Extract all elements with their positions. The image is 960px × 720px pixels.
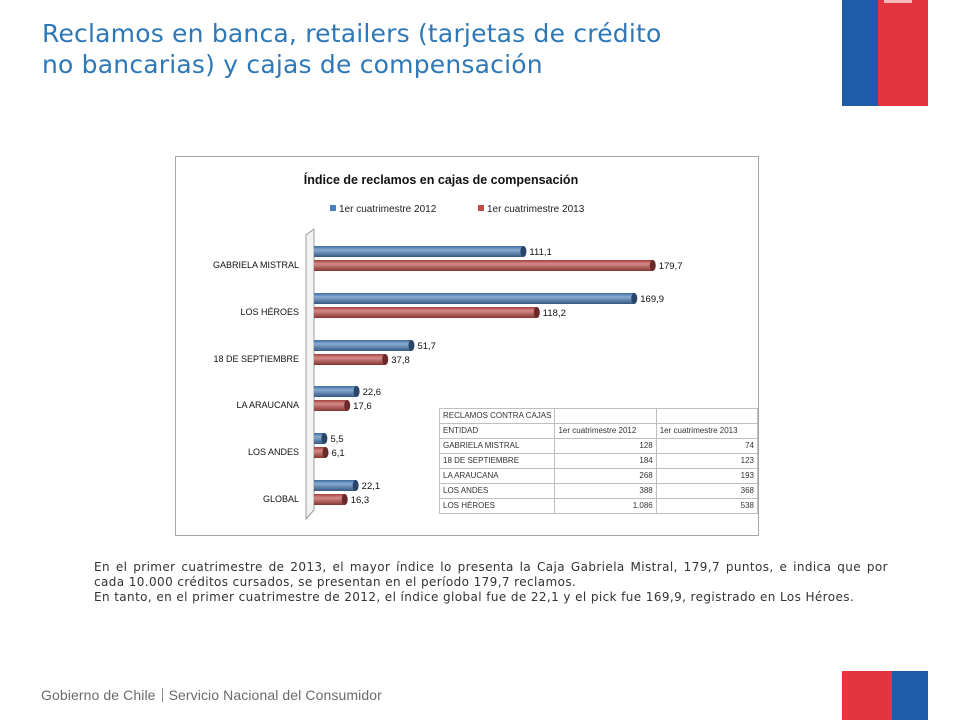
bar-cap <box>353 386 360 397</box>
bar <box>314 307 537 318</box>
table-row: 18 DE SEPTIEMBRE 184 123 <box>438 453 759 469</box>
bar <box>314 260 653 271</box>
table-header-2013: 1er cuatrimestre 2013 <box>655 423 759 439</box>
bar <box>314 433 325 444</box>
data-label: 16,3 <box>351 495 370 506</box>
data-label: 5,5 <box>330 434 343 445</box>
bar <box>314 354 386 365</box>
chart-title: Índice de reclamos en cajas de compensac… <box>304 172 578 187</box>
category-label: GABRIELA MISTRAL <box>213 260 299 270</box>
bar-cap <box>344 400 351 411</box>
title-line-1: Reclamos en banca, retailers (tarjetas d… <box>42 19 662 48</box>
footer-government: Gobierno de Chile <box>41 687 156 703</box>
footer-service: Servicio Nacional del Consumidor <box>168 687 382 703</box>
bar-chart: Índice de reclamos en cajas de compensac… <box>213 172 683 521</box>
category-label: LOS ANDES <box>248 447 299 457</box>
footer-logo: Gobierno de Chile Servicio Nacional del C… <box>41 687 382 703</box>
bar <box>314 246 524 257</box>
data-label: 37,8 <box>391 355 410 366</box>
bar <box>314 447 326 458</box>
bar-cap <box>408 340 415 351</box>
table-cell-value: 184 <box>554 453 657 469</box>
category-label: GLOBAL <box>263 494 299 504</box>
category-label: LA ARAUCANA <box>236 400 299 410</box>
table-header-entity: ENTIDAD <box>438 423 556 439</box>
table-cell-value: 193 <box>655 468 759 484</box>
data-label: 22,6 <box>363 387 382 398</box>
table-row: LOS ANDES 388 368 <box>438 483 759 499</box>
table-title-row: RECLAMOS CONTRA CAJAS <box>438 408 759 424</box>
table-cell-entity: LOS ANDES <box>438 483 556 499</box>
table-cell-entity: LOS HÉROES <box>438 498 556 514</box>
footer-flag-blue <box>892 671 928 720</box>
body-text: En el primer cuatrimestre de 2013, el ma… <box>94 560 888 605</box>
table-cell-entity: 18 DE SEPTIEMBRE <box>438 453 556 469</box>
bar <box>314 293 635 304</box>
bar-cap <box>533 307 540 318</box>
table-cell-entity: GABRIELA MISTRAL <box>438 438 556 454</box>
data-label: 51,7 <box>417 341 436 352</box>
table-cell-value: 388 <box>554 483 657 499</box>
title-line-2: no bancarias) y cajas de compensación <box>42 50 543 79</box>
claims-table: RECLAMOS CONTRA CAJAS ENTIDAD 1er cuatri… <box>438 408 759 514</box>
paragraph-2: En tanto, en el primer cuatrimestre de 2… <box>94 590 855 604</box>
data-label: 6,1 <box>331 448 344 459</box>
claims-table-body: RECLAMOS CONTRA CAJAS ENTIDAD 1er cuatri… <box>438 408 759 514</box>
bar <box>314 480 356 491</box>
legend-swatch <box>478 205 484 211</box>
table-cell-value: 368 <box>655 483 759 499</box>
table-cell-value: 128 <box>554 438 657 454</box>
bar-cap <box>520 246 527 257</box>
chart-frame: Índice de reclamos en cajas de compensac… <box>175 156 759 536</box>
bar <box>314 494 345 505</box>
table-row: GABRIELA MISTRAL 128 74 <box>438 438 759 454</box>
bar-cap <box>352 480 359 491</box>
footer-flag-red <box>842 671 892 720</box>
axis-wall <box>305 228 315 521</box>
category-label: 18 DE SEPTIEMBRE <box>213 354 299 364</box>
paragraph-1: En el primer cuatrimestre de 2013, el ma… <box>94 560 888 589</box>
table-cell-value: 1.086 <box>554 498 657 514</box>
legend-swatch <box>330 205 336 211</box>
bar <box>314 400 348 411</box>
footer-separator <box>161 688 163 702</box>
bar-cap <box>322 447 329 458</box>
data-label: 118,2 <box>543 308 566 319</box>
bar-cap <box>631 293 638 304</box>
table-cell-entity: LA ARAUCANA <box>438 468 556 484</box>
data-label: 111,1 <box>529 247 551 258</box>
legend-label: 1er cuatrimestre 2012 <box>339 204 437 215</box>
table-title: RECLAMOS CONTRA CAJAS <box>438 408 556 424</box>
legend-label: 1er cuatrimestre 2013 <box>487 204 585 215</box>
slide-title: Reclamos en banca, retailers (tarjetas d… <box>42 18 802 80</box>
bar <box>314 386 357 397</box>
table-cell-value: 123 <box>655 453 759 469</box>
table-row: LOS HÉROES 1.086 538 <box>438 498 759 514</box>
table-row: LA ARAUCANA 268 193 <box>438 468 759 484</box>
table-header-2012: 1er cuatrimestre 2012 <box>554 423 657 439</box>
table-header-row: ENTIDAD 1er cuatrimestre 2012 1er cuatri… <box>438 423 759 439</box>
bar-cap <box>382 354 389 365</box>
flag-mark <box>884 0 912 3</box>
data-label: 17,6 <box>353 401 372 412</box>
flag-red-stripe <box>878 0 928 106</box>
data-label: 169,9 <box>640 294 664 305</box>
bar-cap <box>649 260 656 271</box>
category-label: LOS HÉROES <box>240 307 299 317</box>
data-label: 179,7 <box>659 261 683 272</box>
flag-blue-stripe <box>842 0 878 106</box>
data-label: 22,1 <box>362 481 381 492</box>
bar <box>314 340 412 351</box>
bar-cap <box>341 494 348 505</box>
table-cell-value: 74 <box>655 438 759 454</box>
bar-cap <box>321 433 328 444</box>
table-cell-value: 268 <box>554 468 657 484</box>
table-cell-value: 538 <box>655 498 759 514</box>
